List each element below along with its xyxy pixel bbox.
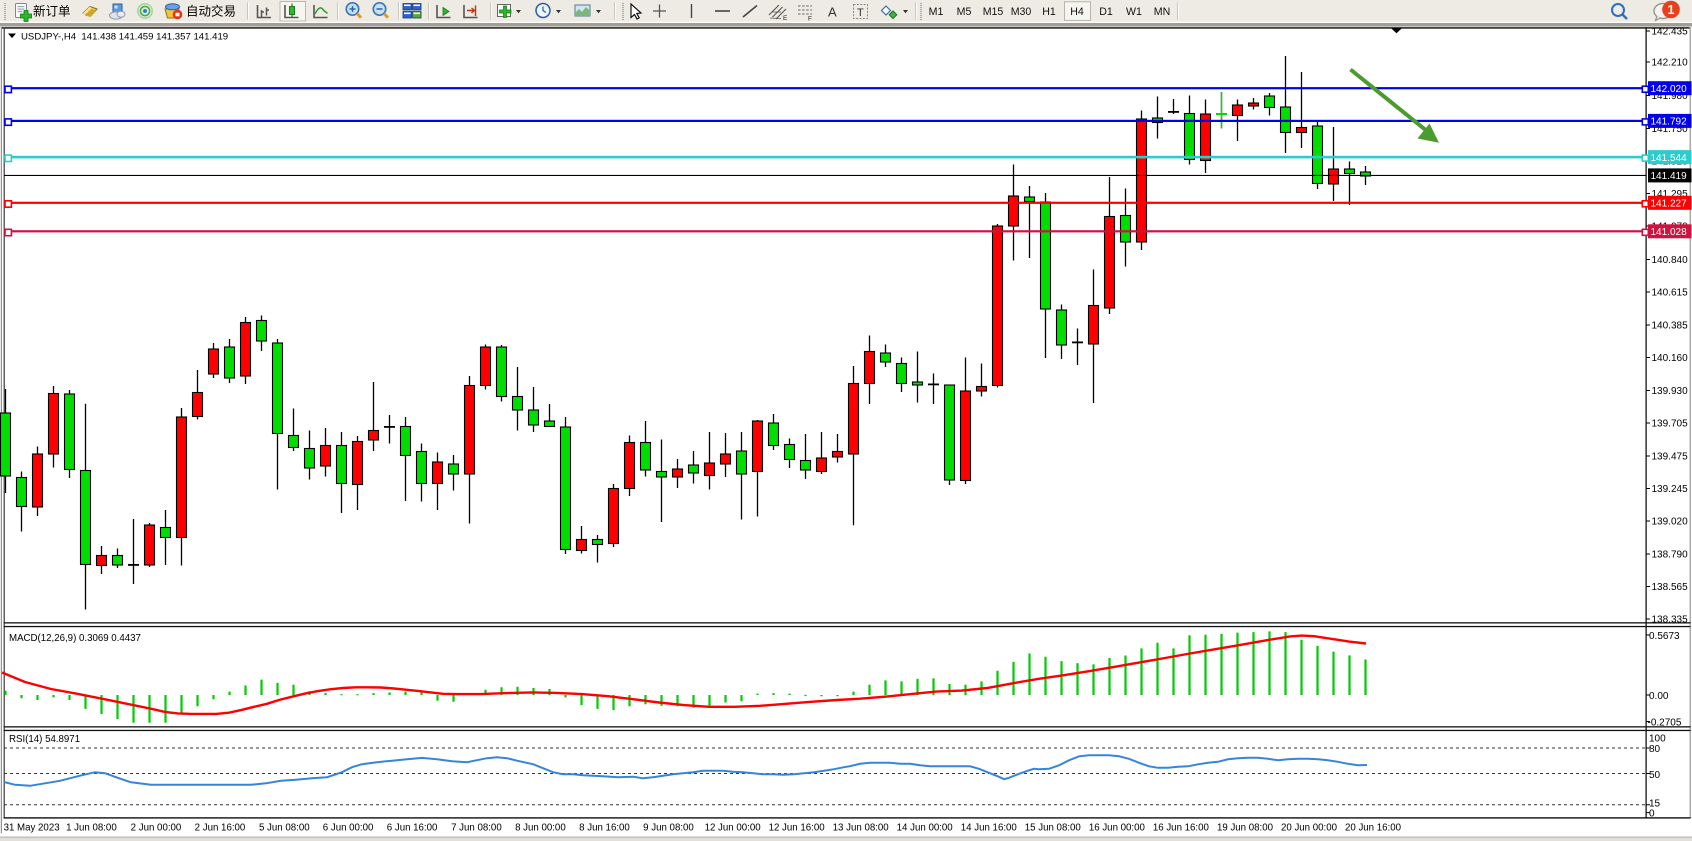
svg-text:19 Jun 08:00: 19 Jun 08:00 bbox=[1217, 823, 1274, 834]
svg-text:141.227: 141.227 bbox=[1651, 199, 1688, 210]
svg-text:100: 100 bbox=[1649, 734, 1666, 745]
svg-text:16 Jun 16:00: 16 Jun 16:00 bbox=[1153, 823, 1210, 834]
svg-text:0: 0 bbox=[1649, 809, 1655, 820]
svg-text:12 Jun 00:00: 12 Jun 00:00 bbox=[705, 823, 762, 834]
svg-text:T: T bbox=[857, 7, 864, 19]
svg-text:5 Jun 08:00: 5 Jun 08:00 bbox=[259, 823, 310, 834]
svg-text:A: A bbox=[828, 5, 837, 20]
svg-text:6 Jun 16:00: 6 Jun 16:00 bbox=[387, 823, 438, 834]
svg-text:16 Jun 00:00: 16 Jun 00:00 bbox=[1089, 823, 1146, 834]
svg-text:15: 15 bbox=[1649, 799, 1661, 810]
svg-text:MN: MN bbox=[1154, 6, 1170, 18]
svg-text:13 Jun 08:00: 13 Jun 08:00 bbox=[833, 823, 890, 834]
svg-text:12 Jun 16:00: 12 Jun 16:00 bbox=[769, 823, 826, 834]
svg-text:140.160: 140.160 bbox=[1652, 353, 1689, 364]
svg-text:141.419: 141.419 bbox=[1651, 171, 1688, 182]
svg-text:20 Jun 00:00: 20 Jun 00:00 bbox=[1281, 823, 1338, 834]
svg-text:139.930: 139.930 bbox=[1652, 386, 1689, 397]
svg-text:8 Jun 00:00: 8 Jun 00:00 bbox=[515, 823, 566, 834]
svg-text:USDJPY-,H4 141.438 141.459 14: USDJPY-,H4 141.438 141.459 141.357 141.4… bbox=[21, 32, 228, 43]
svg-text:80: 80 bbox=[1649, 744, 1661, 755]
svg-text:-0.2705: -0.2705 bbox=[1648, 718, 1682, 729]
svg-text:142.210: 142.210 bbox=[1652, 58, 1689, 69]
svg-text:6 Jun 00:00: 6 Jun 00:00 bbox=[323, 823, 374, 834]
svg-text:M30: M30 bbox=[1011, 6, 1032, 18]
svg-text:M5: M5 bbox=[957, 6, 972, 18]
svg-text:1 Jun 08:00: 1 Jun 08:00 bbox=[66, 823, 117, 834]
svg-text:D1: D1 bbox=[1099, 6, 1113, 18]
svg-text:14 Jun 16:00: 14 Jun 16:00 bbox=[961, 823, 1018, 834]
svg-text:139.705: 139.705 bbox=[1652, 419, 1689, 430]
svg-text:H1: H1 bbox=[1042, 6, 1056, 18]
svg-text:139.245: 139.245 bbox=[1652, 484, 1689, 495]
svg-text:自动交易: 自动交易 bbox=[186, 4, 236, 19]
svg-text:141.980: 141.980 bbox=[1652, 91, 1689, 102]
svg-text:H4: H4 bbox=[1070, 6, 1084, 18]
svg-text:138.790: 138.790 bbox=[1652, 550, 1689, 561]
svg-text:140.840: 140.840 bbox=[1652, 255, 1689, 266]
svg-text:142.435: 142.435 bbox=[1652, 27, 1689, 38]
svg-text:139.020: 139.020 bbox=[1652, 517, 1689, 528]
svg-text:M15: M15 bbox=[983, 6, 1004, 18]
svg-text:W1: W1 bbox=[1126, 6, 1142, 18]
svg-text:F: F bbox=[808, 16, 812, 23]
svg-text:M1: M1 bbox=[929, 6, 944, 18]
svg-text:15 Jun 08:00: 15 Jun 08:00 bbox=[1025, 823, 1082, 834]
svg-text:140.385: 140.385 bbox=[1652, 321, 1689, 332]
svg-text:MACD(12,26,9) 0.3069 0.4437: MACD(12,26,9) 0.3069 0.4437 bbox=[9, 633, 141, 644]
svg-text:2 Jun 16:00: 2 Jun 16:00 bbox=[195, 823, 246, 834]
svg-text:141.792: 141.792 bbox=[1651, 117, 1688, 128]
svg-text:138.335: 138.335 bbox=[1652, 615, 1689, 626]
svg-text:0.5673: 0.5673 bbox=[1649, 631, 1680, 642]
svg-text:50: 50 bbox=[1649, 770, 1661, 781]
svg-text:142.020: 142.020 bbox=[1651, 84, 1688, 95]
svg-text:新订单: 新订单 bbox=[33, 4, 71, 19]
svg-text:1: 1 bbox=[1668, 3, 1675, 17]
svg-text:9 Jun 08:00: 9 Jun 08:00 bbox=[643, 823, 694, 834]
svg-text:31 May 2023: 31 May 2023 bbox=[4, 823, 60, 834]
svg-text:141.295: 141.295 bbox=[1652, 189, 1689, 200]
svg-text:20 Jun 16:00: 20 Jun 16:00 bbox=[1345, 823, 1402, 834]
svg-text:139.475: 139.475 bbox=[1652, 452, 1689, 463]
svg-text:141.028: 141.028 bbox=[1651, 227, 1688, 238]
svg-text:RSI(14) 54.8971: RSI(14) 54.8971 bbox=[9, 734, 80, 745]
svg-text:14 Jun 00:00: 14 Jun 00:00 bbox=[897, 823, 954, 834]
svg-text:0.00: 0.00 bbox=[1649, 691, 1669, 702]
svg-text:2 Jun 00:00: 2 Jun 00:00 bbox=[131, 823, 182, 834]
svg-text:140.615: 140.615 bbox=[1652, 288, 1689, 299]
svg-text:E: E bbox=[783, 15, 788, 22]
svg-text:8 Jun 16:00: 8 Jun 16:00 bbox=[579, 823, 630, 834]
svg-text:138.565: 138.565 bbox=[1652, 582, 1689, 593]
svg-text:141.750: 141.750 bbox=[1652, 124, 1689, 135]
svg-text:7 Jun 08:00: 7 Jun 08:00 bbox=[451, 823, 502, 834]
svg-text:141.544: 141.544 bbox=[1651, 153, 1688, 164]
